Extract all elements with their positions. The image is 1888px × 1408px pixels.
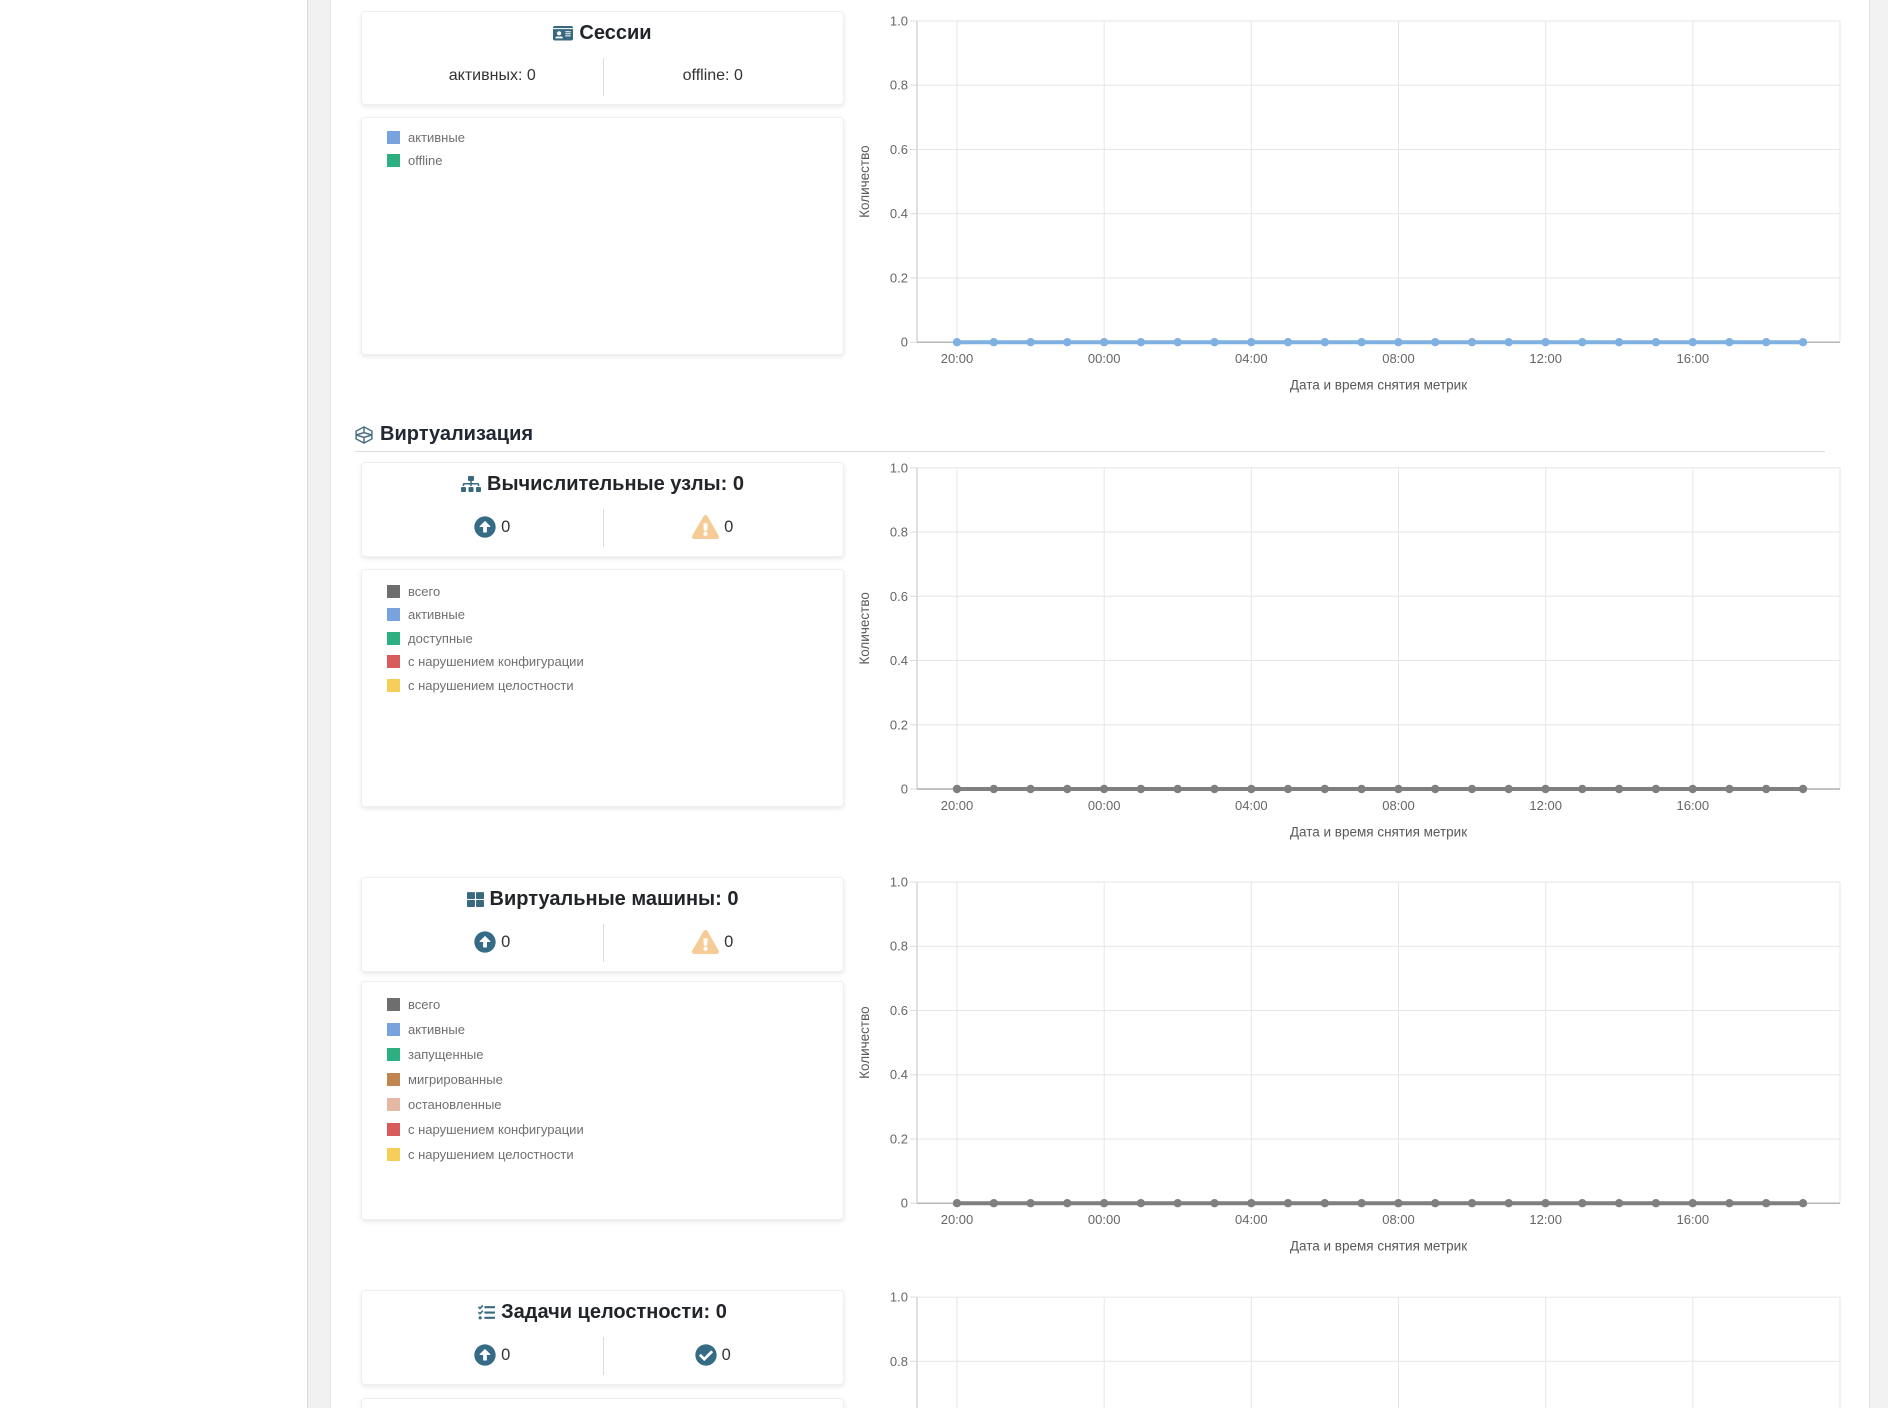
svg-text:08:00: 08:00 [1382,351,1415,366]
svg-text:0.4: 0.4 [890,1067,908,1082]
svg-text:04:00: 04:00 [1235,798,1268,813]
svg-text:0.6: 0.6 [890,1003,908,1018]
svg-text:0.2: 0.2 [890,717,908,732]
svg-text:0.2: 0.2 [890,1132,908,1147]
svg-text:12:00: 12:00 [1529,1212,1562,1227]
svg-text:0.8: 0.8 [890,78,908,93]
svg-text:0: 0 [901,782,908,797]
svg-text:Количество: Количество [857,592,872,665]
svg-text:08:00: 08:00 [1382,1212,1415,1227]
svg-text:20:00: 20:00 [941,798,974,813]
svg-text:00:00: 00:00 [1088,1212,1121,1227]
svg-text:12:00: 12:00 [1529,351,1562,366]
svg-text:Количество: Количество [857,145,872,218]
svg-text:1.0: 1.0 [890,875,908,890]
svg-text:0.4: 0.4 [890,206,908,221]
svg-text:Дата и время снятия метрик: Дата и время снятия метрик [1290,378,1467,393]
svg-text:04:00: 04:00 [1235,351,1268,366]
svg-text:16:00: 16:00 [1677,1212,1710,1227]
svg-text:1.0: 1.0 [890,14,908,29]
svg-text:0.6: 0.6 [890,142,908,157]
svg-text:16:00: 16:00 [1677,351,1710,366]
svg-text:0: 0 [901,1196,908,1211]
svg-text:0: 0 [901,335,908,350]
svg-text:00:00: 00:00 [1088,798,1121,813]
svg-text:0.2: 0.2 [890,271,908,286]
svg-text:00:00: 00:00 [1088,351,1121,366]
svg-text:0.8: 0.8 [890,939,908,954]
svg-text:0.8: 0.8 [890,1354,908,1369]
svg-text:20:00: 20:00 [941,1212,974,1227]
svg-text:08:00: 08:00 [1382,798,1415,813]
svg-text:Дата и время снятия метрик: Дата и время снятия метрик [1290,1239,1467,1254]
svg-text:04:00: 04:00 [1235,1212,1268,1227]
svg-text:12:00: 12:00 [1529,798,1562,813]
svg-text:1.0: 1.0 [890,1290,908,1305]
svg-text:16:00: 16:00 [1677,798,1710,813]
svg-text:1.0: 1.0 [890,460,908,475]
svg-text:Дата и время снятия метрик: Дата и время снятия метрик [1290,825,1467,840]
svg-text:Количество: Количество [857,1006,872,1079]
svg-text:20:00: 20:00 [941,351,974,366]
svg-text:0.4: 0.4 [890,653,908,668]
svg-text:0.8: 0.8 [890,525,908,540]
svg-text:0.6: 0.6 [890,589,908,604]
